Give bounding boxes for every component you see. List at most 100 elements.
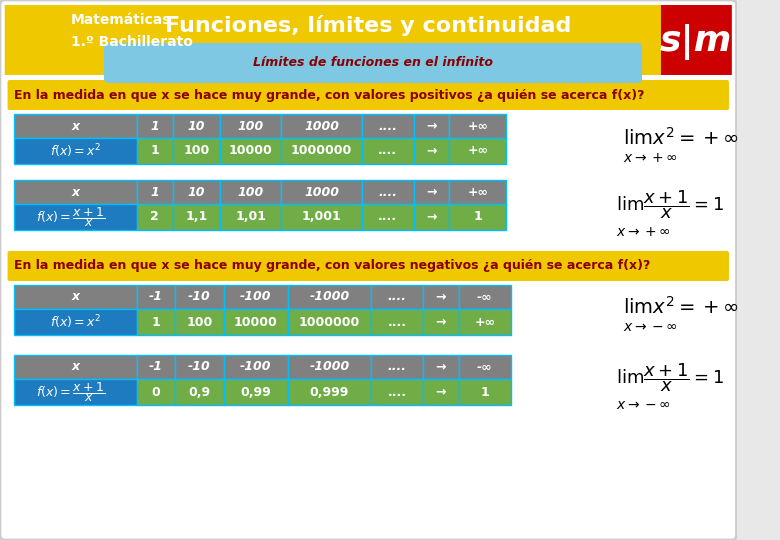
FancyBboxPatch shape xyxy=(104,43,642,83)
FancyBboxPatch shape xyxy=(137,379,175,405)
Text: →: → xyxy=(426,186,437,199)
Text: ....: .... xyxy=(388,291,406,303)
FancyBboxPatch shape xyxy=(371,285,423,309)
FancyBboxPatch shape xyxy=(423,379,459,405)
FancyBboxPatch shape xyxy=(173,204,220,230)
FancyBboxPatch shape xyxy=(220,204,282,230)
Text: 1,01: 1,01 xyxy=(236,211,266,224)
Text: $\lim x^2 = +\infty$: $\lim x^2 = +\infty$ xyxy=(623,296,739,318)
Text: 1000000: 1000000 xyxy=(299,315,360,328)
Text: $x \rightarrow -\infty$: $x \rightarrow -\infty$ xyxy=(623,320,678,334)
Text: +∞: +∞ xyxy=(467,145,488,158)
FancyBboxPatch shape xyxy=(413,114,449,138)
FancyBboxPatch shape xyxy=(371,355,423,379)
FancyBboxPatch shape xyxy=(14,379,137,405)
Text: -100: -100 xyxy=(240,291,271,303)
FancyBboxPatch shape xyxy=(224,309,288,335)
Text: +∞: +∞ xyxy=(467,119,488,132)
FancyBboxPatch shape xyxy=(371,379,423,405)
Text: -∞: -∞ xyxy=(477,291,493,303)
FancyBboxPatch shape xyxy=(423,309,459,335)
FancyBboxPatch shape xyxy=(459,309,511,335)
Text: ....: .... xyxy=(388,315,406,328)
Text: $f(x) = \dfrac{x+1}{x}$: $f(x) = \dfrac{x+1}{x}$ xyxy=(36,380,105,404)
Text: 2: 2 xyxy=(151,211,159,224)
FancyBboxPatch shape xyxy=(14,204,137,230)
FancyBboxPatch shape xyxy=(423,355,459,379)
Text: x: x xyxy=(72,361,80,374)
Text: ....: .... xyxy=(388,361,406,374)
Text: -100: -100 xyxy=(240,361,271,374)
Text: s|m: s|m xyxy=(660,24,732,60)
Text: →: → xyxy=(436,291,446,303)
Text: $f(x) = x^2$: $f(x) = x^2$ xyxy=(50,313,101,331)
FancyBboxPatch shape xyxy=(14,114,137,138)
FancyBboxPatch shape xyxy=(362,138,413,164)
Text: -10: -10 xyxy=(188,361,211,374)
FancyBboxPatch shape xyxy=(8,80,729,110)
FancyBboxPatch shape xyxy=(14,309,137,335)
Text: 1000000: 1000000 xyxy=(291,145,352,158)
FancyBboxPatch shape xyxy=(224,285,288,309)
FancyBboxPatch shape xyxy=(449,204,506,230)
FancyBboxPatch shape xyxy=(8,251,729,281)
Text: 0: 0 xyxy=(151,386,160,399)
Text: 1000: 1000 xyxy=(304,186,339,199)
FancyBboxPatch shape xyxy=(449,180,506,204)
FancyBboxPatch shape xyxy=(175,285,224,309)
Text: 100: 100 xyxy=(186,315,212,328)
Text: 10: 10 xyxy=(188,186,205,199)
Text: 100: 100 xyxy=(183,145,210,158)
Text: 1000: 1000 xyxy=(304,119,339,132)
FancyBboxPatch shape xyxy=(282,114,362,138)
Text: ....: .... xyxy=(378,186,397,199)
Text: →: → xyxy=(436,361,446,374)
Text: -1: -1 xyxy=(149,361,163,374)
FancyBboxPatch shape xyxy=(173,138,220,164)
Text: $\lim\dfrac{x+1}{x} = 1$: $\lim\dfrac{x+1}{x} = 1$ xyxy=(615,188,724,221)
Text: +∞: +∞ xyxy=(467,186,488,199)
Text: →: → xyxy=(426,119,437,132)
FancyBboxPatch shape xyxy=(224,355,288,379)
Text: En la medida en que x se hace muy grande, con valores positivos ¿a quién se acer: En la medida en que x se hace muy grande… xyxy=(14,89,644,102)
FancyBboxPatch shape xyxy=(413,204,449,230)
FancyBboxPatch shape xyxy=(137,285,175,309)
Text: 0,99: 0,99 xyxy=(240,386,271,399)
Text: En la medida en que x se hace muy grande, con valores negativos ¿a quién se acer: En la medida en que x se hace muy grande… xyxy=(14,260,651,273)
Text: 0,9: 0,9 xyxy=(188,386,211,399)
Text: 10: 10 xyxy=(188,119,205,132)
FancyBboxPatch shape xyxy=(137,309,175,335)
FancyBboxPatch shape xyxy=(371,309,423,335)
FancyBboxPatch shape xyxy=(282,138,362,164)
FancyBboxPatch shape xyxy=(175,379,224,405)
Text: 1: 1 xyxy=(151,119,159,132)
FancyBboxPatch shape xyxy=(288,285,371,309)
Text: ....: .... xyxy=(378,119,397,132)
FancyBboxPatch shape xyxy=(137,355,175,379)
FancyBboxPatch shape xyxy=(423,285,459,309)
FancyBboxPatch shape xyxy=(362,204,413,230)
FancyBboxPatch shape xyxy=(449,138,506,164)
FancyBboxPatch shape xyxy=(175,309,224,335)
FancyBboxPatch shape xyxy=(288,309,371,335)
Text: $f(x) = \dfrac{x+1}{x}$: $f(x) = \dfrac{x+1}{x}$ xyxy=(36,205,105,229)
FancyBboxPatch shape xyxy=(220,180,282,204)
FancyBboxPatch shape xyxy=(288,355,371,379)
FancyBboxPatch shape xyxy=(220,114,282,138)
FancyBboxPatch shape xyxy=(137,138,173,164)
Text: Funciones, límites y continuidad: Funciones, límites y continuidad xyxy=(165,15,572,36)
Text: →: → xyxy=(426,145,437,158)
Text: +∞: +∞ xyxy=(474,315,495,328)
Text: 0,999: 0,999 xyxy=(310,386,349,399)
FancyBboxPatch shape xyxy=(413,138,449,164)
Text: →: → xyxy=(436,386,446,399)
Text: x: x xyxy=(72,119,80,132)
Text: 10000: 10000 xyxy=(229,145,272,158)
Text: Matemáticas: Matemáticas xyxy=(71,13,172,27)
Text: 1: 1 xyxy=(151,315,160,328)
FancyBboxPatch shape xyxy=(175,355,224,379)
Text: 1.º Bachillerato: 1.º Bachillerato xyxy=(71,35,193,49)
FancyBboxPatch shape xyxy=(413,180,449,204)
FancyBboxPatch shape xyxy=(137,180,173,204)
Text: $\lim\dfrac{x+1}{x} = 1$: $\lim\dfrac{x+1}{x} = 1$ xyxy=(615,362,724,394)
